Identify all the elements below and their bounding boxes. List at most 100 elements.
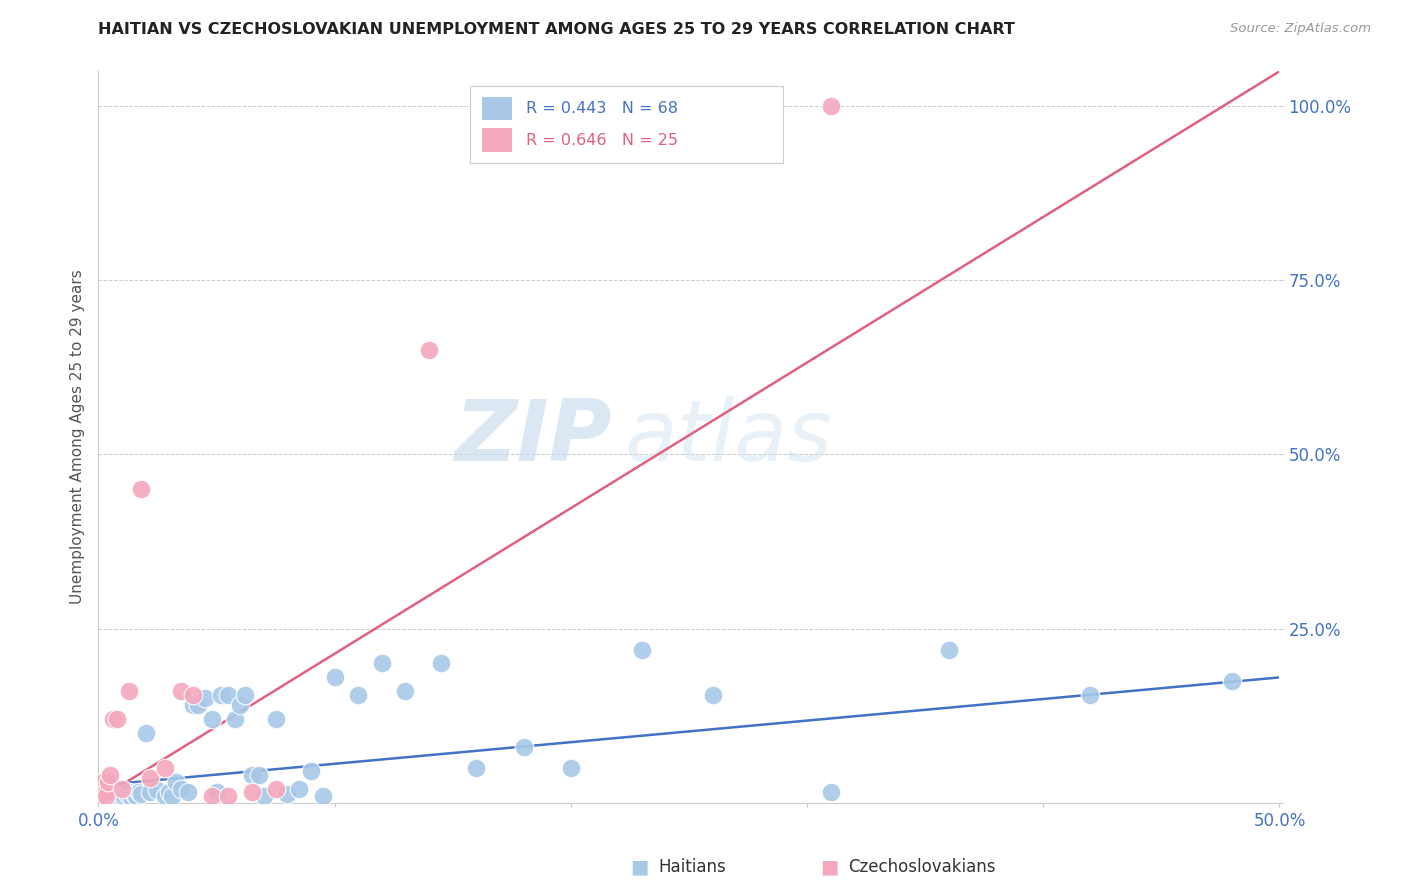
Text: ZIP: ZIP bbox=[454, 395, 612, 479]
Point bbox=[129, 483, 152, 497]
Text: Source: ZipAtlas.com: Source: ZipAtlas.com bbox=[1230, 22, 1371, 36]
Point bbox=[108, 792, 131, 806]
Point bbox=[122, 788, 145, 802]
Point bbox=[418, 343, 440, 357]
Point bbox=[194, 691, 217, 706]
Point bbox=[181, 698, 204, 713]
Point bbox=[94, 789, 117, 803]
Point bbox=[209, 688, 232, 702]
Point bbox=[104, 789, 127, 803]
Point bbox=[115, 788, 138, 802]
Point bbox=[111, 789, 134, 803]
Point bbox=[91, 778, 114, 792]
Point bbox=[129, 788, 152, 802]
Point bbox=[90, 792, 112, 806]
Point bbox=[111, 781, 134, 796]
Text: Haitians: Haitians bbox=[658, 858, 725, 876]
Point bbox=[1220, 673, 1243, 688]
Point bbox=[240, 768, 263, 782]
Point bbox=[118, 684, 141, 698]
Point bbox=[299, 764, 322, 779]
Point bbox=[165, 775, 187, 789]
Point bbox=[224, 712, 246, 726]
Point bbox=[87, 792, 110, 806]
Text: atlas: atlas bbox=[624, 395, 832, 479]
Text: ■: ■ bbox=[820, 857, 839, 877]
Point bbox=[98, 789, 121, 803]
Point bbox=[347, 688, 370, 702]
Point bbox=[97, 788, 120, 802]
Point bbox=[128, 785, 150, 799]
Text: R = 0.646   N = 25: R = 0.646 N = 25 bbox=[526, 133, 678, 147]
Point bbox=[97, 775, 120, 789]
Point bbox=[217, 688, 239, 702]
Point bbox=[820, 99, 842, 113]
Point bbox=[323, 670, 346, 684]
Point bbox=[160, 789, 183, 803]
Text: ■: ■ bbox=[630, 857, 650, 877]
Point bbox=[91, 785, 114, 799]
Point bbox=[264, 712, 287, 726]
Point bbox=[153, 761, 176, 775]
Point bbox=[125, 789, 148, 803]
Text: Czechoslovakians: Czechoslovakians bbox=[848, 858, 995, 876]
Point bbox=[139, 772, 162, 786]
Point bbox=[112, 789, 135, 803]
Point bbox=[121, 790, 143, 805]
Point bbox=[139, 785, 162, 799]
Point bbox=[87, 781, 110, 796]
Point bbox=[201, 789, 224, 803]
Point bbox=[94, 792, 117, 806]
Point bbox=[201, 712, 224, 726]
Point bbox=[94, 785, 117, 799]
Y-axis label: Unemployment Among Ages 25 to 29 years: Unemployment Among Ages 25 to 29 years bbox=[69, 269, 84, 605]
Point bbox=[90, 790, 112, 805]
Point bbox=[181, 688, 204, 702]
Point bbox=[101, 790, 124, 805]
Point bbox=[91, 775, 114, 789]
Point bbox=[240, 785, 263, 799]
Point bbox=[170, 684, 193, 698]
Point bbox=[98, 792, 121, 806]
Point bbox=[1080, 688, 1102, 702]
Point bbox=[394, 684, 416, 698]
Point bbox=[371, 657, 394, 671]
Point bbox=[135, 726, 157, 740]
Point bbox=[105, 788, 128, 802]
FancyBboxPatch shape bbox=[471, 86, 783, 162]
Point bbox=[229, 698, 252, 713]
Point bbox=[90, 789, 112, 803]
Point bbox=[276, 788, 298, 802]
Bar bbox=[482, 128, 512, 152]
Point bbox=[91, 790, 114, 805]
Point bbox=[157, 785, 180, 799]
Point bbox=[465, 761, 488, 775]
Point bbox=[512, 740, 534, 755]
Text: R = 0.443   N = 68: R = 0.443 N = 68 bbox=[526, 101, 678, 116]
Point bbox=[247, 768, 270, 782]
Point bbox=[94, 789, 117, 803]
Point bbox=[702, 688, 724, 702]
Point bbox=[105, 712, 128, 726]
Point bbox=[118, 785, 141, 799]
Point bbox=[87, 781, 110, 796]
Point bbox=[264, 781, 287, 796]
Point bbox=[98, 768, 121, 782]
Point bbox=[94, 790, 117, 805]
Point bbox=[170, 781, 193, 796]
Point bbox=[111, 790, 134, 805]
Text: HAITIAN VS CZECHOSLOVAKIAN UNEMPLOYMENT AMONG AGES 25 TO 29 YEARS CORRELATION CH: HAITIAN VS CZECHOSLOVAKIAN UNEMPLOYMENT … bbox=[98, 22, 1015, 37]
Point bbox=[217, 789, 239, 803]
Point bbox=[430, 657, 453, 671]
Point bbox=[233, 688, 256, 702]
Point bbox=[288, 781, 311, 796]
Bar bbox=[482, 97, 512, 120]
Point bbox=[560, 761, 582, 775]
Point bbox=[146, 783, 169, 797]
Point bbox=[820, 785, 842, 799]
Point bbox=[97, 792, 120, 806]
Point bbox=[187, 698, 209, 713]
Point bbox=[205, 785, 228, 799]
Point bbox=[153, 789, 176, 803]
Point bbox=[312, 789, 335, 803]
